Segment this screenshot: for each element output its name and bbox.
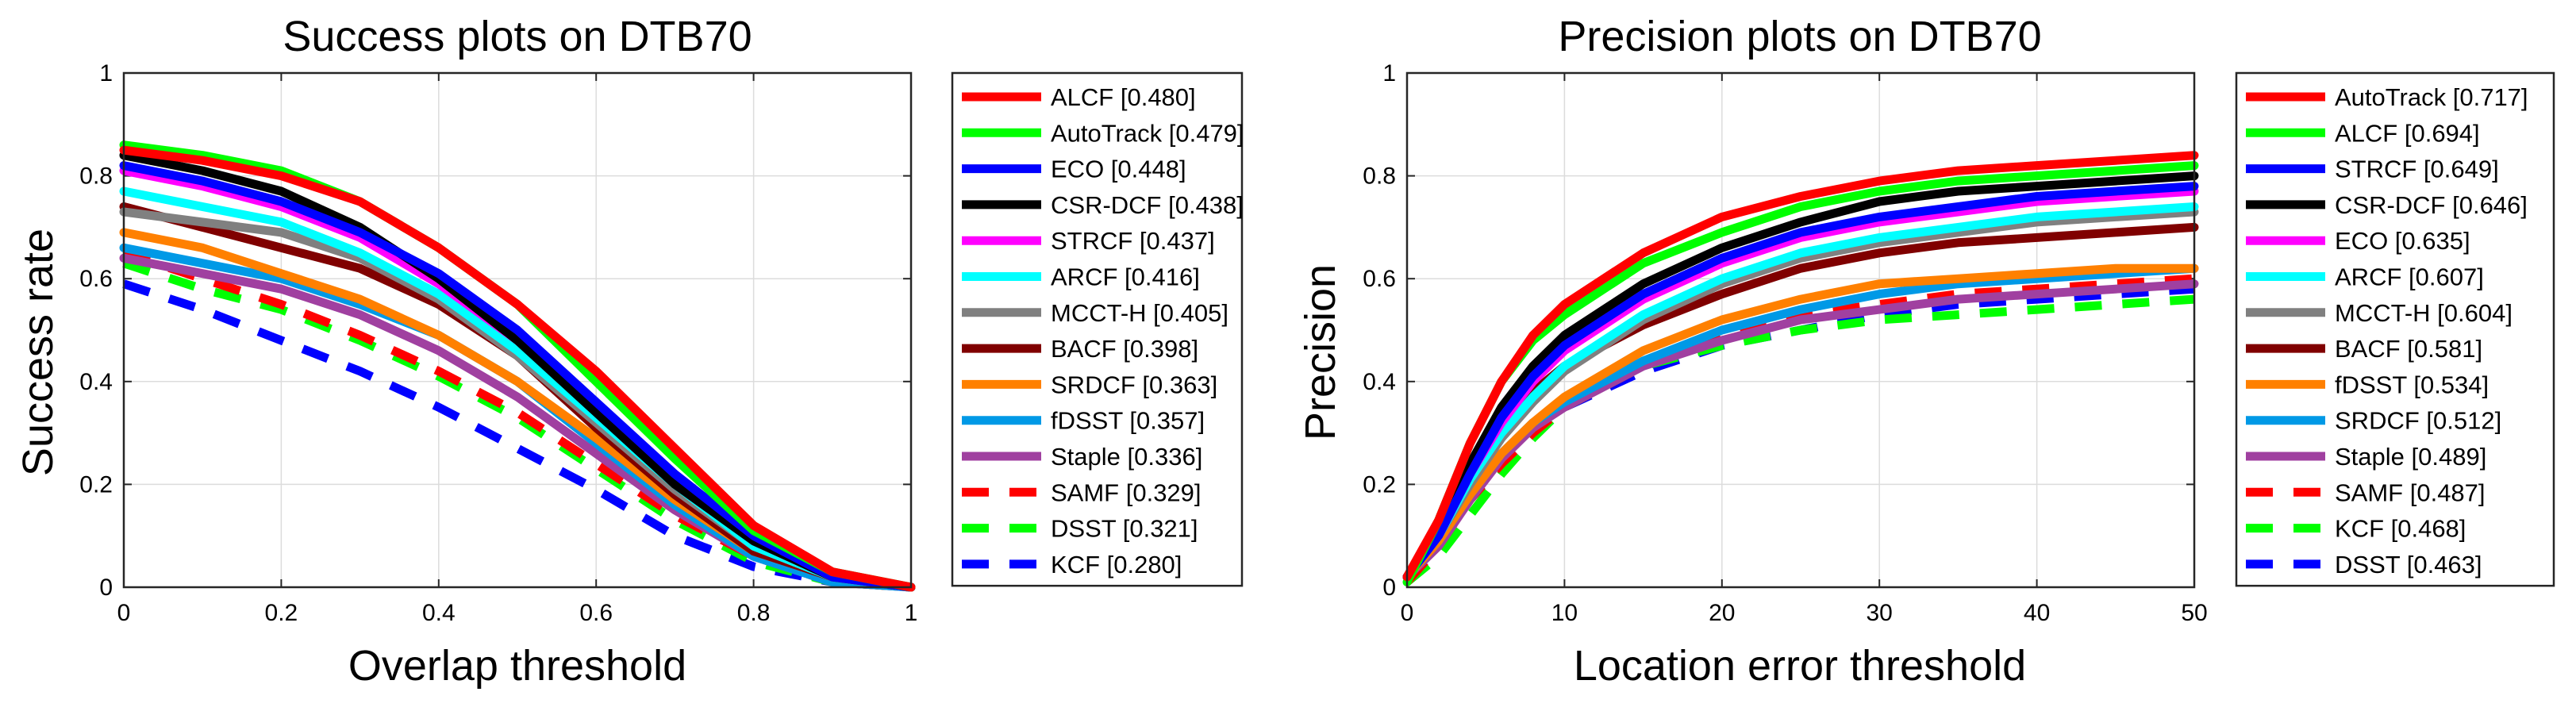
precision-legend-label: Staple [0.489] — [2335, 443, 2486, 471]
precision-legend-label: SRDCF [0.512] — [2335, 407, 2501, 435]
precision-series-csr-dcf — [1402, 171, 2199, 582]
precision-plot: Precision plots on DTB70 Location error … — [1297, 13, 2555, 690]
precision-plot-xlabel: Location error threshold — [1574, 642, 2026, 690]
success-legend-label: Staple [0.336] — [1051, 443, 1202, 471]
precision-series-kcf — [1404, 294, 2195, 586]
precision-plot-ticks: 0 10 20 30 40 50 0 0.2 0.4 0.6 0.8 1 — [1363, 60, 2207, 626]
precision-xtick-label: 0 — [1401, 600, 1414, 626]
success-ytick-label: 0.4 — [79, 369, 113, 395]
success-series-alcf — [119, 145, 916, 592]
success-ytick-label: 1 — [99, 60, 113, 86]
precision-legend-label: CSR-DCF [0.646] — [2335, 191, 2528, 219]
precision-legend-label: fDSST [0.534] — [2335, 371, 2489, 398]
success-plot-xlabel: Overlap threshold — [348, 642, 686, 690]
success-plot-legend: ALCF [0.480] AutoTrack [0.479] ECO [0.448]… — [951, 71, 1244, 587]
precision-legend-label: STRCF [0.649] — [2335, 156, 2499, 183]
success-legend-label: BACF [0.398] — [1051, 335, 1198, 363]
precision-xtick-label: 20 — [1709, 600, 1735, 626]
success-xtick-label: 0.2 — [265, 600, 298, 626]
success-legend-label: SAMF [0.329] — [1051, 478, 1201, 506]
success-ytick-label: 0.2 — [79, 471, 113, 498]
precision-plot-ylabel: Precision — [1297, 264, 1344, 440]
precision-legend-label: MCCT-H [0.604] — [2335, 299, 2513, 327]
precision-ytick-label: 0.6 — [1363, 266, 1396, 292]
precision-ytick-label: 0 — [1382, 575, 1396, 601]
precision-plot-legend: AutoTrack [0.717] ALCF [0.694] STRCF [0.64… — [2235, 71, 2555, 587]
success-legend-label: ECO [0.448] — [1051, 156, 1186, 183]
success-ytick-label: 0.8 — [79, 163, 113, 190]
precision-series-strcf — [1402, 182, 2199, 582]
precision-legend-label: SAMF [0.487] — [2335, 478, 2486, 506]
success-legend-label: DSST [0.321] — [1051, 515, 1198, 543]
success-legend-label: fDSST [0.357] — [1051, 407, 1205, 435]
success-legend-label: ALCF [0.480] — [1051, 83, 1196, 111]
precision-xtick-label: 40 — [2024, 600, 2050, 626]
precision-ytick-label: 0.8 — [1363, 163, 1396, 190]
success-series-eco — [119, 161, 916, 592]
precision-plot-axes — [1405, 71, 2196, 589]
success-legend-box — [951, 71, 1244, 587]
success-plot-series — [119, 140, 916, 592]
precision-ytick-label: 0.2 — [1363, 471, 1396, 498]
success-legend-label: KCF [0.280] — [1051, 551, 1182, 578]
success-legend-label: SRDCF [0.363] — [1051, 371, 1217, 398]
success-plot-title: Success plots on DTB70 — [283, 13, 752, 60]
success-plot-ticks: 0 0.2 0.4 0.6 0.8 1 0 0.2 0.4 0.6 0.8 1 — [79, 60, 917, 626]
success-legend-label: CSR-DCF [0.438] — [1051, 191, 1244, 219]
precision-series-fdsst — [1402, 263, 2199, 582]
precision-legend-label: ECO [0.635] — [2335, 227, 2470, 255]
success-plot: Success plots on DTB70 Overlap threshold… — [14, 13, 1244, 690]
success-legend-label: STRCF [0.437] — [1051, 227, 1215, 255]
success-ytick-label: 0 — [99, 575, 113, 601]
precision-legend-label: BACF [0.581] — [2335, 335, 2482, 363]
precision-ytick-label: 1 — [1382, 60, 1396, 86]
precision-legend-label: AutoTrack [0.717] — [2335, 83, 2528, 111]
precision-xtick-label: 50 — [2181, 600, 2207, 626]
success-legend-label: ARCF [0.416] — [1051, 263, 1200, 291]
precision-legend-label: KCF [0.468] — [2335, 515, 2466, 543]
success-legend-label: AutoTrack [0.479] — [1051, 119, 1244, 147]
precision-legend-label: ARCF [0.607] — [2335, 263, 2484, 291]
precision-plot-title: Precision plots on DTB70 — [1558, 13, 2041, 60]
success-xtick-label: 1 — [905, 600, 918, 626]
success-plot-ylabel: Success rate — [14, 229, 62, 476]
precision-xtick-label: 30 — [1867, 600, 1893, 626]
precision-legend-label: DSST [0.463] — [2335, 551, 2482, 578]
precision-legend-label: ALCF [0.694] — [2335, 119, 2480, 147]
precision-legend-box — [2235, 71, 2555, 587]
success-xtick-label: 0.4 — [422, 600, 456, 626]
precision-plot-series — [1402, 151, 2199, 586]
success-ytick-label: 0.6 — [79, 266, 113, 292]
success-xtick-label: 0 — [117, 600, 131, 626]
success-legend-label: MCCT-H [0.405] — [1051, 299, 1228, 327]
precision-ytick-label: 0.4 — [1363, 369, 1396, 395]
precision-xtick-label: 10 — [1551, 600, 1578, 626]
success-xtick-label: 0.8 — [737, 600, 771, 626]
success-plot-axes — [122, 71, 913, 589]
success-xtick-label: 0.6 — [579, 600, 613, 626]
precision-series-autotrack — [1402, 151, 2199, 582]
